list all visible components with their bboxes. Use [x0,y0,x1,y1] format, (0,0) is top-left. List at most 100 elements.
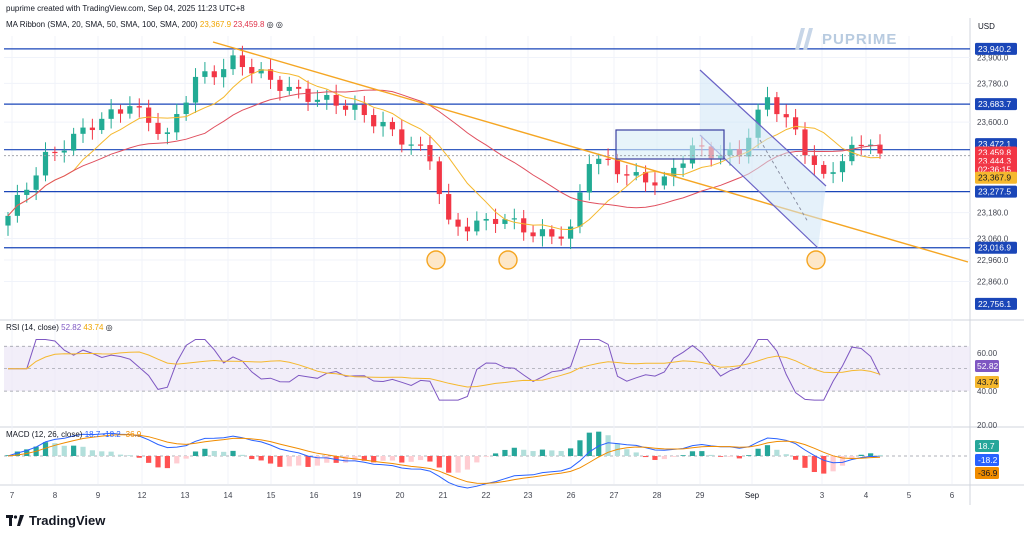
x-axis-tick-label: 6 [950,491,955,500]
x-axis-tick-label: 13 [181,491,190,500]
candle-body [267,69,274,80]
candle-body [249,67,255,74]
macd-histogram-bar [680,455,686,456]
candle-body [577,192,583,227]
macd-histogram-bar [89,450,95,456]
y-axis-tick-label: 22,860.0 [977,278,1009,287]
macd-histogram-bar [277,456,283,467]
tradingview-brand[interactable]: TradingView [6,513,105,528]
macd-line-value: -18.2 [102,430,121,439]
eye-icon[interactable]: ◎ [266,20,274,29]
candle-body [239,55,246,68]
rsi-ma-value: 43.74 [83,323,104,332]
macd-signal-line [7,434,881,484]
macd-histogram-bar [80,446,86,456]
candle-body [652,182,658,186]
candle-body [446,194,452,220]
x-axis-tick-label: 12 [138,491,147,500]
candle-body [624,174,630,176]
candle-body [614,159,621,175]
rsi-axis-tick-label: 40.00 [977,387,998,396]
macd-histogram-bar [764,445,771,456]
macd-histogram-bar [802,456,808,468]
candle-body [858,144,864,147]
macd-histogram-bar [342,456,349,463]
candle-body [464,226,471,232]
candle-body [192,76,199,103]
macd-histogram-bar [521,449,527,456]
x-axis-tick-label: 23 [524,491,533,500]
x-axis-tick-label: 15 [267,491,276,500]
macd-histogram-bar [371,456,377,463]
candle-body [230,55,236,70]
candle-body [380,121,386,127]
macd-histogram-bar [530,451,536,456]
puprime-logo-icon [795,28,813,50]
candle-body [352,104,358,110]
macd-histogram-bar [399,456,405,463]
candle-body [821,164,827,174]
candle-body [839,161,846,173]
macd-histogram-bar [361,456,367,461]
price-level-tag: 23,683.7 [978,99,1011,109]
macd-tag-bg [975,467,999,479]
x-axis-tick-label: 28 [653,491,662,500]
settings-icon[interactable]: ◎ [275,20,283,29]
macd-histogram-bar [108,451,114,456]
candle-body [492,218,499,224]
candle-body [221,69,227,78]
macd-histogram-bar [558,450,564,456]
candle-body [802,129,808,156]
macd-histogram-bar [596,431,602,456]
price-last-tag: 23,444.3 [978,156,1011,166]
eye-icon[interactable]: ◎ [105,323,113,332]
candle-body [33,175,39,190]
y-axis-tick-label: 23,600.0 [977,118,1009,127]
macd-histogram-bar [736,456,742,459]
macd-histogram-bar [549,450,555,456]
price-level-tag-bg [975,185,1017,198]
candle-body [868,144,874,146]
x-axis-tick-label: 29 [696,491,705,500]
macd-histogram-bar [239,454,246,456]
macd-legend: MACD (12, 26, close) 18.7 -18.2 -36.9 [6,430,141,439]
candle-body [155,122,161,134]
price-level-tag-bg [975,98,1017,111]
macd-histogram-bar [821,456,827,474]
macd-tag-bg [975,440,999,452]
macd-histogram-bar [71,445,77,456]
y-axis-tick-label: 23,900.0 [977,54,1009,63]
macd-histogram-bar [502,449,508,456]
candle-body [71,133,77,151]
macd-histogram-bar [146,456,152,463]
macd-histogram-bar [221,451,227,456]
macd-histogram-bar [314,456,321,466]
candle-body [127,106,133,114]
trend-line [212,41,969,263]
macd-histogram-bar [286,456,292,467]
candle-body [502,219,508,224]
macd-histogram-bar [164,456,170,469]
candle-body [80,127,86,134]
macd-histogram-bar [633,452,639,456]
rsi-value: 52.82 [61,323,82,332]
candle-body [408,144,414,146]
candle-body [549,229,555,237]
macd-histogram-bar [830,456,836,472]
candle-body [99,118,105,131]
rsi-ma-value-tag-bg [975,376,999,388]
ma-ribbon-legend: MA Ribbon (SMA, 20, SMA, 50, SMA, 100, S… [6,20,283,29]
price-level-tag: 23,472.1 [978,139,1011,149]
macd-signal-value: -36.9 [122,430,142,439]
rsi-axis-tick-label: 60.00 [977,349,998,358]
macd-histogram-bar [567,448,574,456]
macd-histogram-bar [267,456,274,464]
candle-body [342,105,349,110]
candle-body [483,218,489,221]
candle-body [605,158,611,160]
macd-histogram-bar [586,432,592,456]
candle-body [5,215,11,226]
price-ma_fast-tag: 23,367.9 [978,173,1011,183]
candle-body [783,114,789,118]
